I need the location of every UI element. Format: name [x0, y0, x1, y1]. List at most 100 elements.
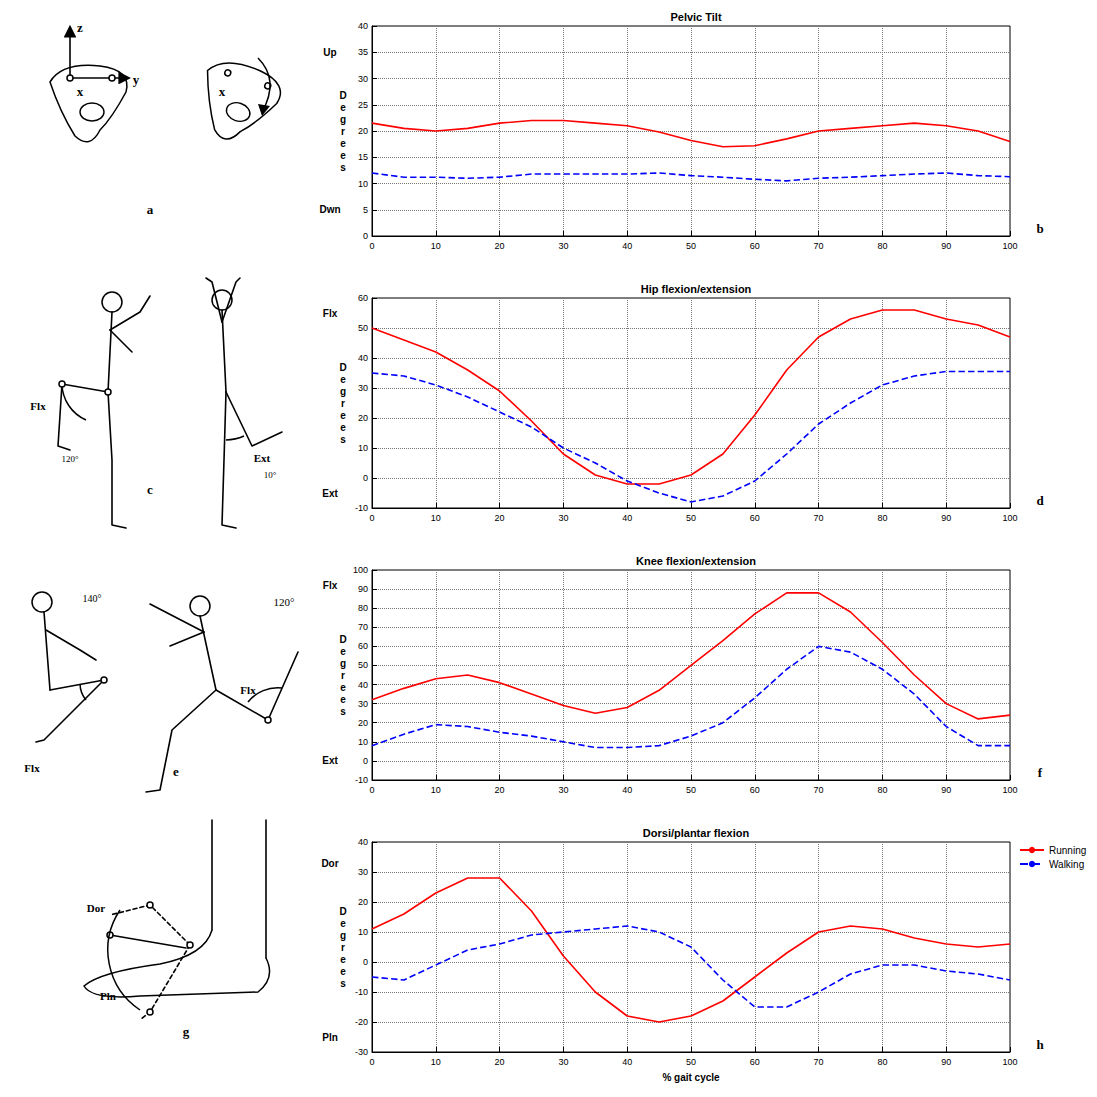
svg-text:e: e [340, 374, 346, 385]
svg-text:20: 20 [358, 413, 368, 423]
svg-text:Up: Up [323, 47, 336, 58]
svg-text:40: 40 [358, 680, 368, 690]
svg-text:100: 100 [1002, 785, 1017, 795]
svg-text:40: 40 [358, 353, 368, 363]
svg-text:10: 10 [431, 241, 441, 251]
svg-text:80: 80 [877, 241, 887, 251]
svg-text:Dor: Dor [87, 902, 105, 914]
svg-text:g: g [340, 386, 346, 397]
svg-text:D: D [339, 634, 346, 645]
svg-text:0: 0 [363, 231, 368, 241]
svg-text:20: 20 [495, 513, 505, 523]
svg-text:60: 60 [750, 785, 760, 795]
svg-text:40: 40 [622, 785, 632, 795]
svg-text:Ext: Ext [322, 755, 338, 766]
svg-text:D: D [339, 90, 346, 101]
svg-text:120°: 120° [274, 596, 295, 608]
svg-text:c: c [147, 482, 153, 497]
svg-text:20: 20 [495, 785, 505, 795]
svg-text:e: e [340, 918, 346, 929]
svg-text:10: 10 [358, 737, 368, 747]
svg-text:60: 60 [358, 293, 368, 303]
svg-text:-10: -10 [355, 987, 368, 997]
svg-text:70: 70 [814, 785, 824, 795]
svg-text:30: 30 [558, 785, 568, 795]
svg-text:30: 30 [358, 867, 368, 877]
svg-text:100: 100 [1002, 1057, 1017, 1067]
svg-text:0: 0 [369, 513, 374, 523]
svg-text:30: 30 [358, 383, 368, 393]
svg-text:70: 70 [358, 622, 368, 632]
svg-text:80: 80 [877, 513, 887, 523]
svg-text:70: 70 [814, 241, 824, 251]
svg-text:y: y [133, 72, 140, 87]
svg-text:Flx: Flx [24, 762, 40, 774]
svg-text:30: 30 [358, 699, 368, 709]
svg-text:70: 70 [814, 1057, 824, 1067]
svg-text:g: g [340, 658, 346, 669]
svg-text:80: 80 [358, 603, 368, 613]
svg-text:40: 40 [622, 241, 632, 251]
svg-text:-20: -20 [355, 1017, 368, 1027]
svg-text:100: 100 [1002, 513, 1017, 523]
svg-text:e: e [340, 102, 346, 113]
svg-text:-10: -10 [355, 503, 368, 513]
svg-text:-30: -30 [355, 1047, 368, 1057]
svg-text:D: D [339, 362, 346, 373]
svg-text:r: r [341, 398, 345, 409]
svg-text:g: g [340, 114, 346, 125]
svg-text:Walking: Walking [1049, 859, 1084, 870]
svg-text:e: e [340, 410, 346, 421]
svg-text:a: a [147, 202, 154, 217]
svg-text:Flx: Flx [240, 684, 256, 696]
svg-text:Running: Running [1049, 845, 1086, 856]
svg-text:Ext: Ext [322, 488, 338, 499]
svg-text:f: f [1038, 765, 1043, 780]
svg-text:80: 80 [877, 785, 887, 795]
svg-text:e: e [340, 694, 346, 705]
svg-text:r: r [341, 942, 345, 953]
svg-text:0: 0 [363, 473, 368, 483]
svg-text:30: 30 [358, 74, 368, 84]
svg-text:z: z [77, 20, 83, 35]
svg-text:10: 10 [431, 785, 441, 795]
svg-text:60: 60 [750, 241, 760, 251]
svg-text:g: g [183, 1024, 190, 1039]
svg-text:0: 0 [369, 241, 374, 251]
svg-text:80: 80 [877, 1057, 887, 1067]
svg-text:r: r [341, 670, 345, 681]
svg-text:Pln: Pln [322, 1032, 338, 1043]
svg-text:D: D [339, 906, 346, 917]
svg-text:60: 60 [358, 641, 368, 651]
svg-text:90: 90 [941, 1057, 951, 1067]
svg-text:20: 20 [358, 718, 368, 728]
svg-text:s: s [340, 978, 346, 989]
svg-text:e: e [340, 150, 346, 161]
svg-text:100: 100 [1002, 241, 1017, 251]
svg-text:% gait cycle: % gait cycle [662, 1072, 720, 1083]
svg-text:20: 20 [495, 1057, 505, 1067]
svg-text:50: 50 [358, 660, 368, 670]
svg-text:e: e [340, 138, 346, 149]
svg-text:Flx: Flx [30, 400, 46, 412]
svg-text:15: 15 [358, 152, 368, 162]
svg-text:40: 40 [622, 1057, 632, 1067]
svg-text:50: 50 [686, 1057, 696, 1067]
svg-text:h: h [1036, 1037, 1044, 1052]
svg-text:Dor: Dor [321, 858, 338, 869]
svg-text:20: 20 [495, 241, 505, 251]
svg-text:50: 50 [686, 785, 696, 795]
svg-text:x: x [77, 84, 84, 99]
svg-text:e: e [340, 646, 346, 657]
svg-text:e: e [340, 422, 346, 433]
svg-text:50: 50 [686, 513, 696, 523]
svg-text:90: 90 [941, 785, 951, 795]
svg-text:Knee flexion/extension: Knee flexion/extension [636, 555, 756, 567]
svg-text:40: 40 [358, 21, 368, 31]
svg-text:Pln: Pln [100, 990, 116, 1002]
svg-text:40: 40 [358, 837, 368, 847]
svg-text:70: 70 [814, 513, 824, 523]
svg-text:25: 25 [358, 100, 368, 110]
svg-text:90: 90 [358, 584, 368, 594]
svg-text:10°: 10° [264, 470, 277, 480]
